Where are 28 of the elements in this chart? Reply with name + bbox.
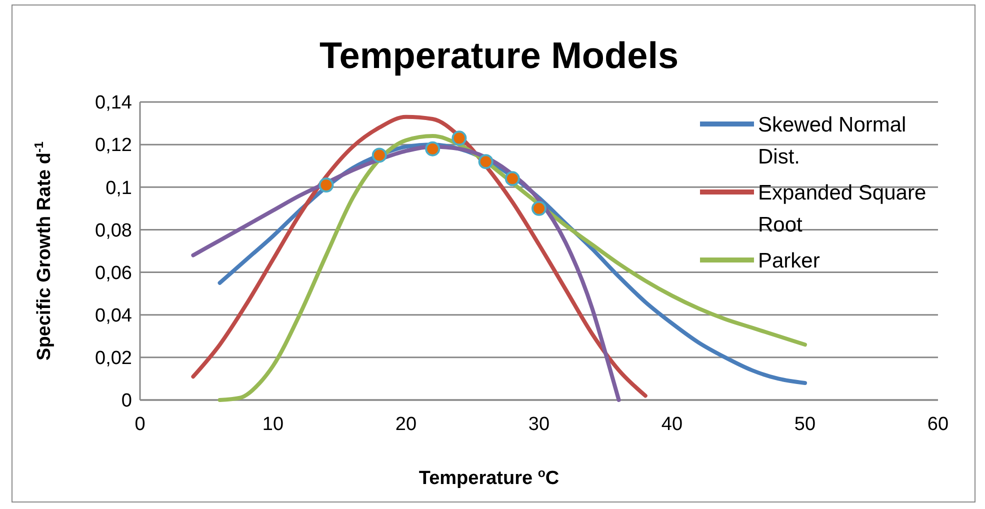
x-axis-title: Temperature $^{o}$C [418, 466, 560, 489]
y-tick-label: 0,04 [95, 306, 132, 327]
x-tick-label: 0 [134, 414, 146, 435]
y-tick-label: 0,06 [95, 262, 132, 284]
x-tick-label: 40 [661, 414, 683, 435]
point [478, 154, 494, 170]
y-tick-label: 0,12 [95, 135, 132, 156]
x-tick-label: 60 [927, 414, 949, 435]
x-tick-label: 20 [395, 414, 417, 435]
x-tick-label: 30 [528, 414, 550, 435]
line-series [191, 114, 648, 398]
point [318, 178, 334, 193]
chart-title: Temperature Models [319, 35, 679, 76]
legend-label: Expanded Square Root [758, 181, 926, 236]
point [452, 130, 467, 146]
point [532, 200, 546, 216]
y-tick-label: 0,02 [95, 348, 132, 370]
y-tick-label: 0,1 [106, 178, 132, 199]
y-tick-label: 0,14 [95, 92, 132, 114]
y-tick-label: 0 [121, 390, 132, 412]
point [372, 148, 387, 163]
x-tick-label: 50 [794, 414, 816, 435]
point [425, 141, 440, 156]
x-tick-label: 10 [262, 414, 284, 435]
point [504, 171, 520, 186]
legend-label: Parker [758, 249, 820, 272]
y-tick-label: 0,08 [95, 220, 132, 242]
legend-label: Skewed Normal Dist. [758, 113, 906, 168]
